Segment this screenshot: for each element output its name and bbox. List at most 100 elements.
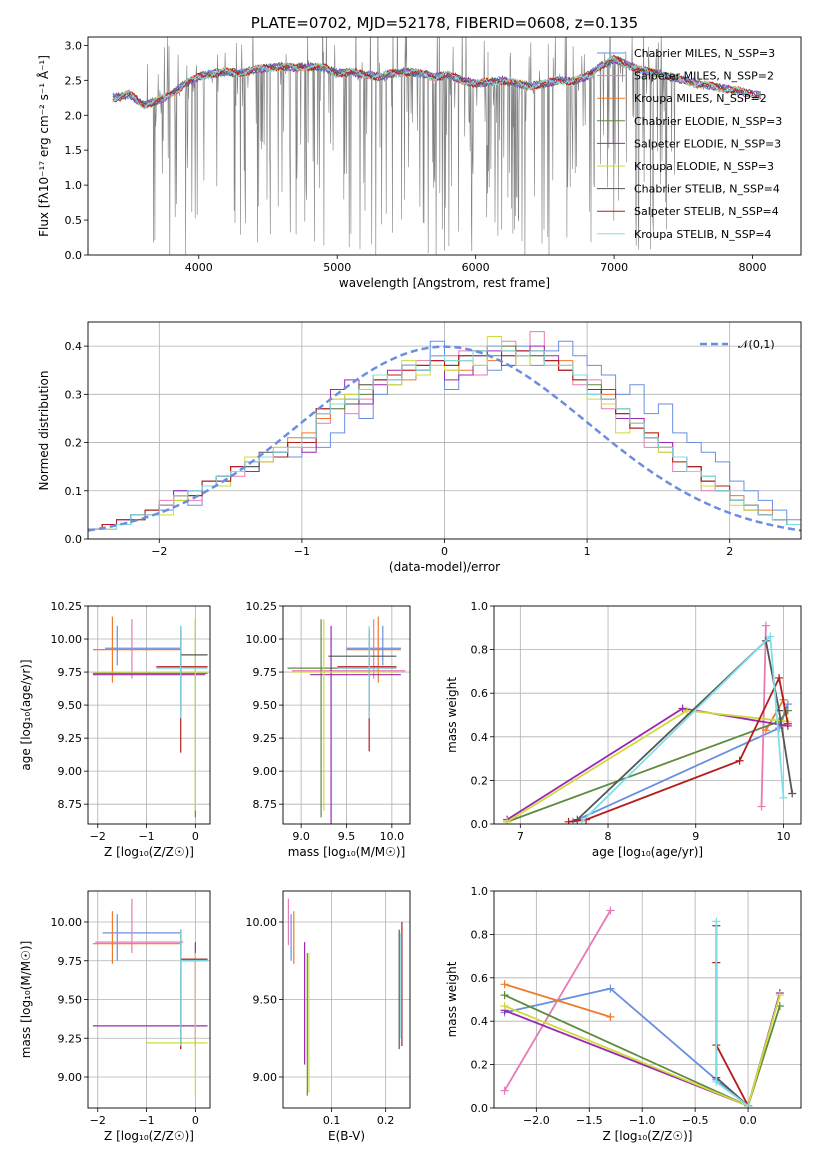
y-tick-label: 0.0: [65, 249, 83, 262]
legend-entry: Salpeter MILES, N_SSP=2: [634, 70, 774, 83]
y-tick-label: 0.0: [65, 533, 83, 546]
plot-residuals: −2 −1 0 1 2 0.0 0.1 0.2 0.3 0.4 (data-model)/error…: [37, 321, 802, 574]
x-tick-label: 0: [192, 830, 199, 843]
y-tick-label: 1.5: [65, 144, 83, 157]
plot-area-mass_weight_vs_age: [494, 606, 801, 824]
y-tick-label: 0.2: [65, 437, 83, 450]
y-tick-label: 0.0: [471, 1102, 489, 1115]
y-tick-label: 0.0: [471, 818, 489, 831]
weight-line-c_elodie: [506, 710, 789, 823]
x-axis-label: Z [log₁₀(Z/Z☉)]: [104, 1129, 194, 1143]
x-tick-label: 9: [692, 830, 699, 843]
weight-marker: [606, 906, 615, 915]
y-axis-label: Flux [fλ10⁻¹⁷ erg cm⁻² s⁻¹ Å⁻¹]: [36, 55, 51, 237]
y-tick-label: 9.75: [58, 955, 83, 968]
x-tick-label: 5000: [323, 261, 351, 274]
weight-marker: [788, 789, 797, 798]
y-tick-label: 0.4: [65, 340, 83, 353]
x-axis-label: wavelength [Angstrom, rest frame]: [339, 276, 550, 290]
weight-marker: [503, 817, 512, 824]
y-tick-label: 9.50: [253, 699, 278, 712]
y-tick-label: 10.00: [51, 916, 83, 929]
weight-marker: [577, 817, 586, 824]
plot-area-mass_vs_Z: [88, 891, 210, 1108]
legend-entry: 𝒩(0,1): [738, 338, 775, 351]
x-tick-label: 1: [584, 545, 591, 558]
y-tick-label: 10.25: [51, 600, 83, 613]
plot-area-age_vs_Z: [88, 606, 210, 824]
x-tick-label: 9.0: [292, 830, 310, 843]
y-axis-label: Normed distribution: [37, 371, 51, 491]
weight-marker: [779, 793, 788, 802]
plot-area-residuals: [88, 322, 801, 539]
y-tick-label: 9.00: [58, 1071, 83, 1084]
legend-entry: Chabrier MILES, N_SSP=3: [634, 47, 775, 60]
weight-marker: [500, 1002, 509, 1011]
weight-marker: [761, 621, 770, 630]
plot-age_vs_Z: −2 −1 0 8.75 9.00 9.25 9.50 9.75 10.00 10.25 Z [lo…: [19, 600, 211, 859]
weight-marker: [564, 817, 573, 824]
y-tick-label: 10.00: [246, 916, 278, 929]
y-tick-label: 2.5: [65, 74, 83, 87]
y-tick-label: 10.25: [246, 600, 278, 613]
weight-line-c_miles: [504, 987, 749, 1107]
x-tick-label: 0.0: [739, 1114, 757, 1127]
x-axis-label: Z [log₁₀(Z/Z☉)]: [603, 1129, 693, 1143]
x-tick-label: 7000: [600, 261, 628, 274]
plot-area-mass_vs_ebv: [283, 891, 410, 1108]
legend-entry: Salpeter STELIB, N_SSP=4: [634, 205, 779, 218]
x-tick-label: 0.2: [377, 1114, 395, 1127]
x-tick-label: 6000: [462, 261, 490, 274]
y-axis-label: mass weight: [445, 677, 459, 753]
model-spectrum-k_stelib: [112, 55, 762, 110]
y-tick-label: 9.75: [253, 666, 278, 679]
x-tick-label: −2: [90, 1114, 106, 1127]
plot-mass_vs_Z: −2 −1 0 9.00 9.25 9.50 9.75 10.00 Z [log₁₀(Z/Z☉)…: [19, 890, 211, 1143]
weight-marker: [500, 1086, 509, 1095]
y-tick-label: 9.00: [253, 1071, 278, 1084]
x-tick-label: −1: [294, 545, 310, 558]
axes-frame: [282, 890, 411, 1109]
axes-frame: [87, 890, 211, 1109]
y-tick-label: 8.75: [253, 798, 278, 811]
plot-spectrum: 4000 5000 6000 7000 8000 0.0 0.5 1.0 1.5 2.0 2.5 3.…: [36, 14, 802, 290]
weight-marker: [500, 991, 509, 1000]
weight-marker: [783, 719, 792, 728]
y-tick-label: 2.0: [65, 109, 83, 122]
weight-line-s_stelib: [568, 675, 789, 823]
y-tick-label: 9.50: [58, 994, 83, 1007]
axes-frame: [493, 605, 802, 825]
observed-spectrum-line: [112, 37, 677, 255]
axes-frame: [282, 605, 411, 825]
y-tick-label: 0.8: [471, 928, 489, 941]
x-axis-label: Z [log₁₀(Z/Z☉)]: [104, 845, 194, 859]
y-tick-label: 1.0: [471, 885, 489, 898]
weight-marker: [678, 704, 687, 713]
weight-marker: [500, 980, 509, 989]
plot-area-age_vs_mass: [283, 606, 410, 824]
weight-line-k_miles: [504, 983, 611, 1018]
y-axis-label: age [log₁₀(age/yr)]: [19, 659, 33, 770]
weight-marker: [682, 706, 691, 715]
x-tick-label: 4000: [185, 261, 213, 274]
x-tick-label: −2.0: [523, 1114, 550, 1127]
weight-marker: [757, 802, 766, 811]
y-tick-label: 1.0: [471, 600, 489, 613]
y-tick-label: 9.25: [58, 732, 83, 745]
weight-marker: [735, 756, 744, 765]
x-tick-label: 0: [192, 1114, 199, 1127]
x-tick-label: −1: [138, 1114, 154, 1127]
axes-frame: [493, 890, 802, 1109]
x-tick-label: 0.1: [323, 1114, 341, 1127]
y-tick-label: 0.5: [65, 214, 83, 227]
weight-line-k_elodie: [506, 709, 788, 823]
y-tick-label: 9.25: [58, 1032, 83, 1045]
y-tick-label: 9.75: [58, 666, 83, 679]
plot-age_vs_mass: 9.0 9.5 10.0 8.75 9.00 9.25 9.50 9.75 10.00 10.25…: [246, 600, 411, 859]
legend-entry: Kroupa MILES, N_SSP=2: [634, 92, 767, 105]
y-tick-label: 0.1: [65, 485, 83, 498]
x-axis-label: age [log₁₀(age/yr)]: [592, 845, 703, 859]
x-tick-label: −1: [138, 830, 154, 843]
weight-marker: [606, 984, 615, 993]
